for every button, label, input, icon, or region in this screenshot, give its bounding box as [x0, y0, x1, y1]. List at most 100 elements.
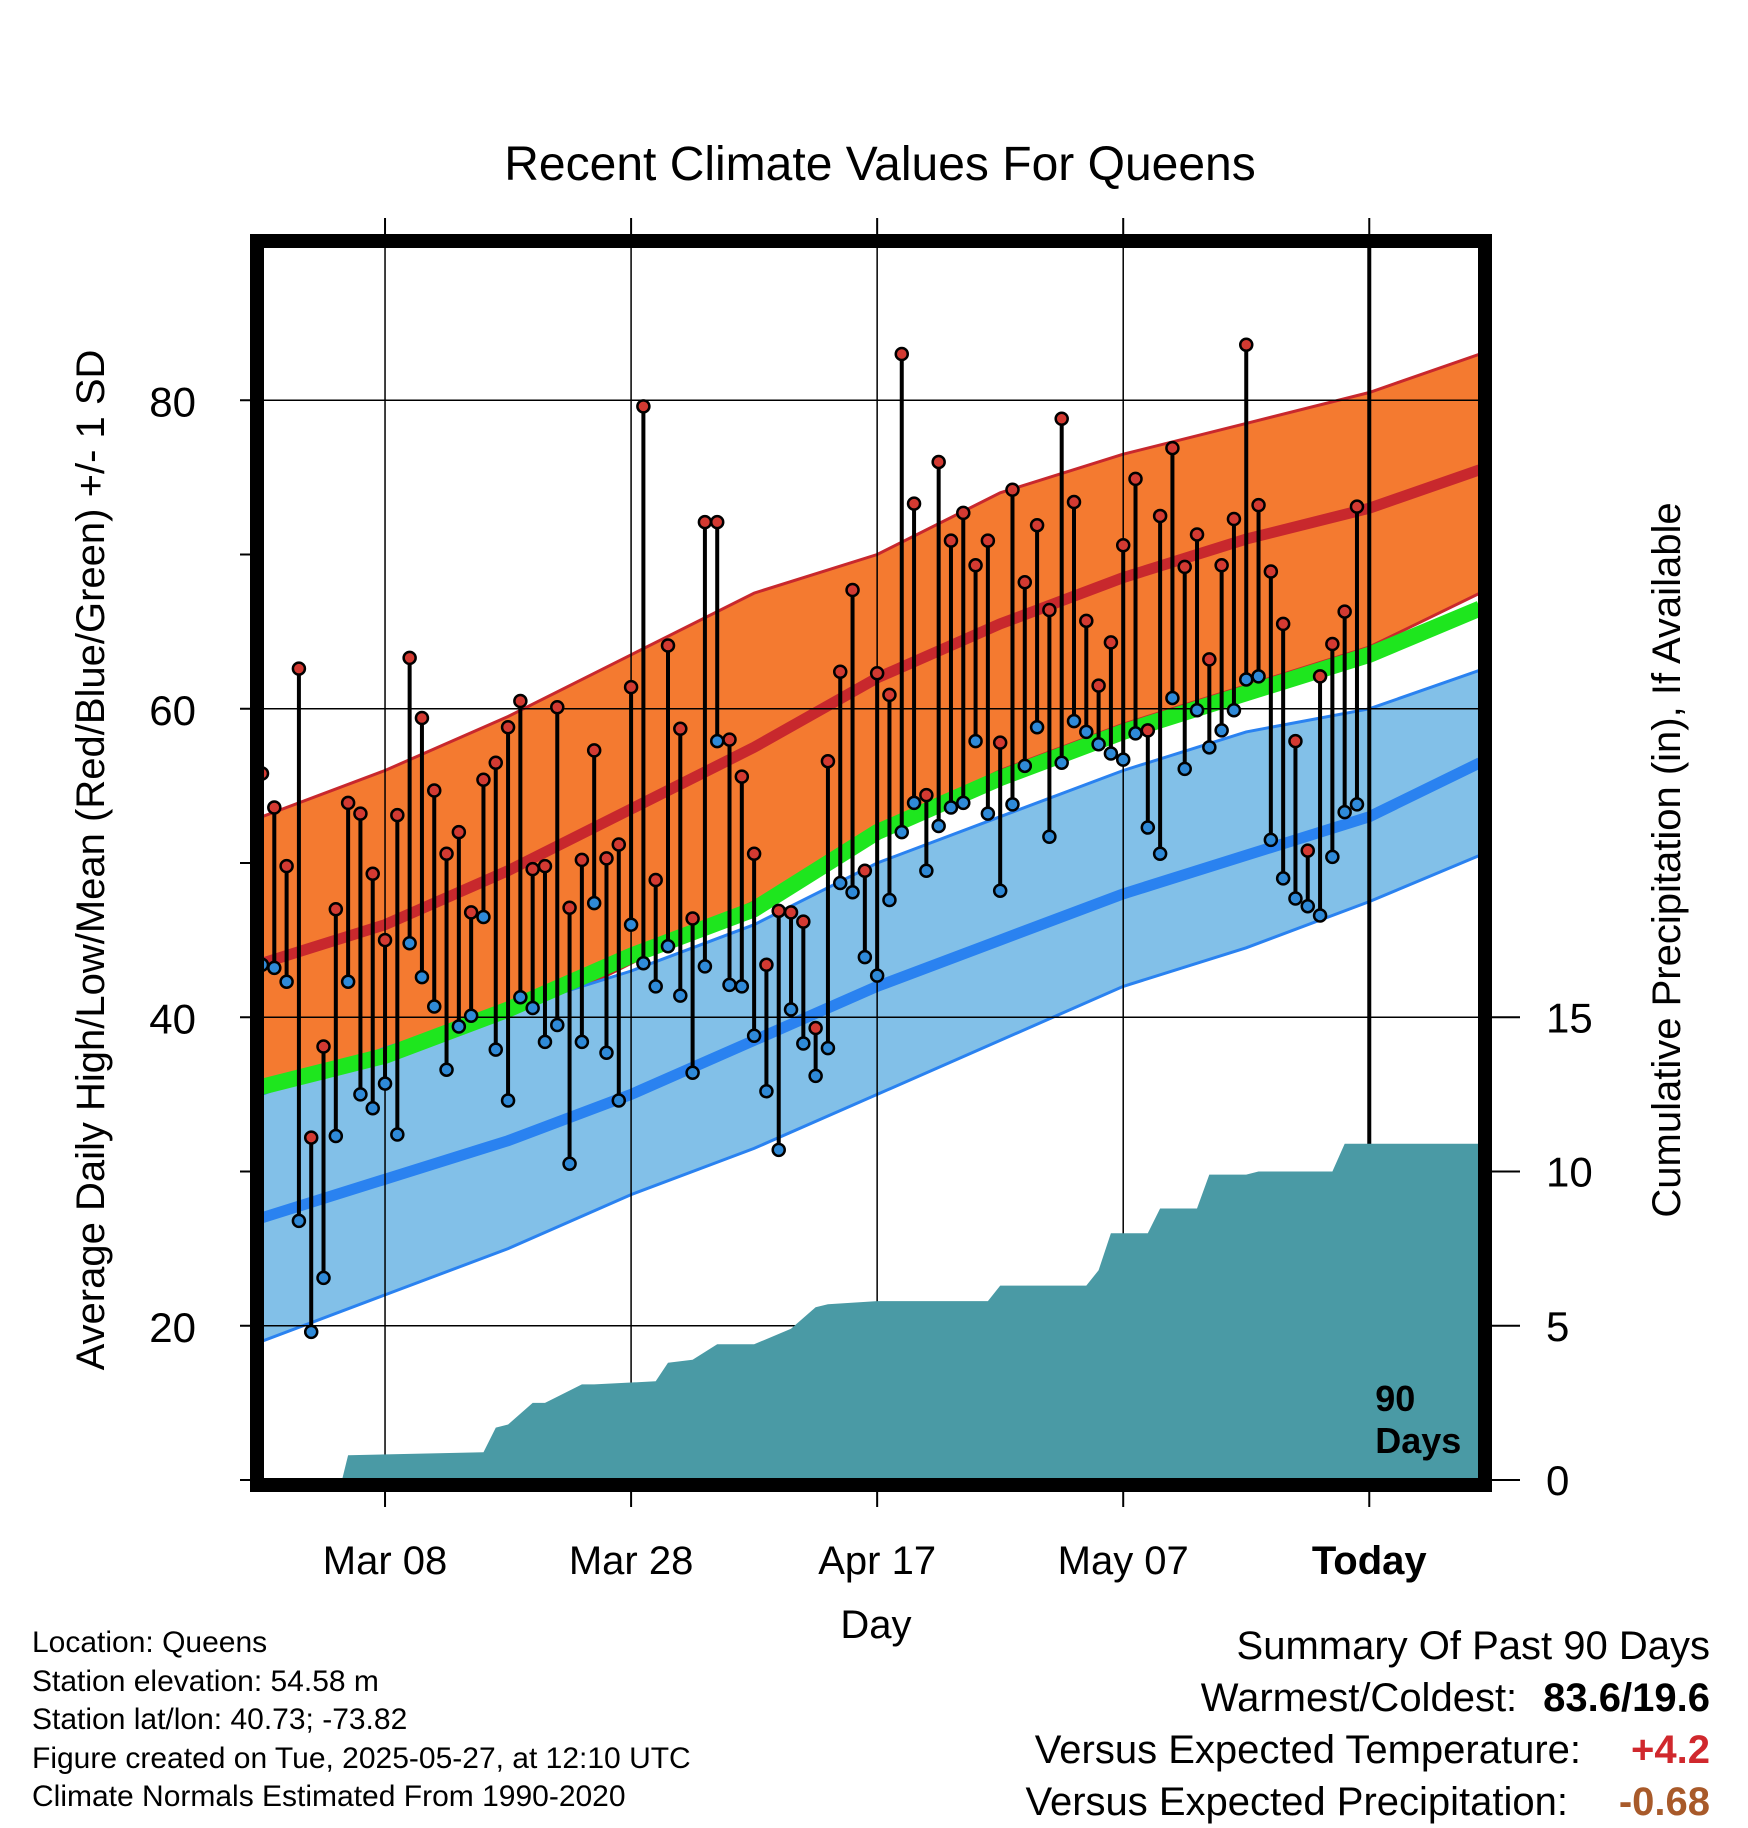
low-point [882, 892, 897, 908]
low-point [648, 979, 663, 994]
summary-title: Summary Of Past 90 Days [1236, 1624, 1710, 1668]
high-point [316, 1039, 331, 1054]
low-point [1275, 871, 1291, 886]
low-point [414, 969, 430, 985]
low-point [943, 800, 959, 815]
high-normal-band [262, 354, 1480, 1103]
station-info: Location: Queens Station elevation: 54.5… [32, 1624, 691, 1817]
high-point [1128, 471, 1143, 487]
low-point [500, 1093, 516, 1108]
y-tick-label: 20 [149, 1304, 196, 1351]
high-point [537, 858, 553, 874]
high-point [1152, 508, 1168, 524]
low-point [451, 1019, 467, 1034]
high-point [500, 720, 516, 735]
low-point [439, 1062, 454, 1077]
high-point [1054, 411, 1069, 427]
high-point [1005, 482, 1020, 497]
x-tick-label: Today [1312, 1539, 1428, 1583]
low-point [365, 1101, 380, 1116]
high-point [365, 866, 380, 882]
y-tick-label: 80 [149, 378, 196, 425]
low-point [377, 1076, 393, 1091]
high-point [476, 772, 491, 787]
low-point [771, 1142, 786, 1158]
low-point [685, 1065, 700, 1081]
high-point [808, 1020, 823, 1036]
low-point [869, 968, 885, 983]
high-point [488, 755, 504, 770]
high-point [1165, 440, 1180, 456]
high-point [463, 905, 479, 920]
low-point [894, 824, 910, 840]
low-point [1202, 740, 1217, 755]
created-text: Figure created on Tue, 2025-05-27, at 12… [32, 1741, 691, 1775]
high-point [845, 582, 860, 598]
low-point [931, 818, 946, 834]
low-point [1177, 761, 1192, 777]
high-point [599, 851, 614, 866]
low-point [1226, 703, 1242, 718]
high-point [1029, 517, 1045, 533]
high-point [943, 533, 959, 548]
low-point [537, 1034, 553, 1050]
low-point [783, 1002, 799, 1017]
high-point [783, 905, 799, 920]
low-point [1214, 723, 1229, 738]
latlon-text: Station lat/lon: 40.73; -73.82 [32, 1703, 408, 1736]
low-point [1054, 755, 1069, 770]
high-point [513, 693, 528, 709]
y2-axis-label: Cumulative Precipitation (in), If Availa… [1645, 502, 1689, 1217]
high-point [1300, 843, 1316, 858]
high-point [623, 679, 639, 695]
high-point [1275, 616, 1291, 632]
high-point [697, 514, 713, 530]
high-point [291, 661, 307, 676]
low-point [1029, 720, 1045, 735]
low-point [906, 795, 922, 811]
low-point [1140, 820, 1156, 835]
low-point [390, 1127, 405, 1142]
low-point [353, 1087, 368, 1102]
high-point [1325, 636, 1340, 652]
high-point [279, 858, 294, 874]
low-point [968, 733, 983, 749]
high-point [1251, 497, 1266, 513]
precip-anomaly-value: -0.68 [1618, 1780, 1710, 1824]
high-point [1066, 494, 1082, 510]
temp-anomaly-value: +4.2 [1631, 1728, 1710, 1772]
high-point [919, 787, 934, 803]
x-tick-label: Mar 28 [569, 1539, 694, 1583]
high-point [648, 872, 663, 888]
y-tick-label: 40 [149, 995, 196, 1042]
y2-tick-label: 15 [1546, 994, 1593, 1041]
low-point [660, 939, 676, 954]
elevation-text: Station elevation: 54.58 m [32, 1664, 379, 1698]
high-point [1214, 558, 1229, 573]
plot-frame [250, 234, 1492, 1492]
low-point [303, 1324, 319, 1340]
temp-anomaly-label: Versus Expected Temperature: [1034, 1728, 1582, 1772]
today-days-label: Days [1375, 1420, 1461, 1461]
high-point [820, 753, 836, 769]
low-point [1263, 832, 1279, 848]
low-point [956, 795, 971, 811]
high-point [1312, 669, 1328, 684]
precip-anomaly-row: Versus Expected Precipitation: -0.68 [1025, 1776, 1710, 1828]
high-point [1140, 723, 1156, 738]
low-point [1115, 752, 1131, 767]
x-axis-label: Day [840, 1603, 911, 1647]
warmest-coldest-label: Warmest/Coldest: [1200, 1676, 1518, 1720]
high-point [796, 914, 811, 929]
summary-panel: Summary Of Past 90 Days Warmest/Coldest:… [1025, 1620, 1710, 1828]
low-point [734, 979, 750, 994]
high-point [660, 638, 676, 653]
low-point [291, 1213, 307, 1229]
high-point [328, 902, 344, 917]
low-point [574, 1034, 590, 1050]
high-point [906, 496, 922, 511]
low-point [1189, 703, 1205, 718]
high-point [1115, 537, 1131, 553]
high-point [980, 533, 996, 548]
high-point [1288, 733, 1303, 749]
